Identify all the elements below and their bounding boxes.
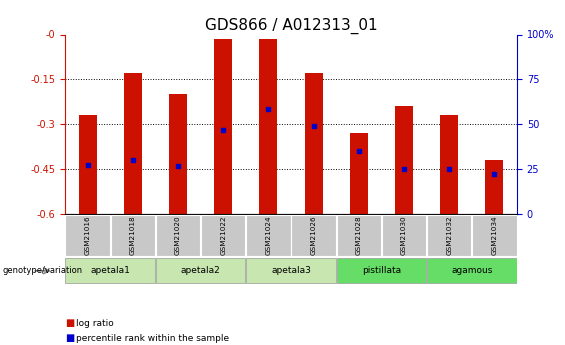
Bar	[246, 258, 336, 283]
Bar	[66, 215, 110, 256]
Text: GSM21026: GSM21026	[311, 216, 316, 255]
Text: GSM21016: GSM21016	[85, 216, 90, 255]
Bar	[214, 39, 232, 214]
Bar	[79, 115, 97, 214]
Bar	[440, 115, 458, 214]
Bar	[305, 73, 323, 214]
Bar	[427, 258, 516, 283]
Text: log ratio: log ratio	[76, 319, 114, 328]
Bar	[246, 215, 290, 256]
Text: GSM21024: GSM21024	[266, 216, 271, 255]
Bar	[156, 258, 245, 283]
Bar	[124, 73, 142, 214]
Text: GSM21034: GSM21034	[492, 216, 497, 255]
Bar	[337, 215, 381, 256]
Text: GSM21032: GSM21032	[446, 216, 452, 255]
Text: GSM21028: GSM21028	[356, 216, 362, 255]
Bar	[156, 215, 200, 256]
Text: apetala2: apetala2	[181, 266, 220, 275]
Bar	[382, 215, 426, 256]
Bar	[259, 39, 277, 214]
Bar	[66, 258, 155, 283]
Bar	[337, 258, 426, 283]
Bar	[111, 215, 155, 256]
Bar	[350, 133, 368, 214]
Text: pistillata: pistillata	[362, 266, 401, 275]
Text: GSM21022: GSM21022	[220, 216, 226, 255]
Text: genotype/variation: genotype/variation	[3, 266, 83, 275]
Text: ■: ■	[65, 333, 74, 343]
Bar	[395, 106, 413, 214]
Bar	[485, 160, 503, 214]
Bar	[292, 215, 336, 256]
Bar	[472, 215, 516, 256]
Text: apetala1: apetala1	[90, 266, 130, 275]
Text: GSM21030: GSM21030	[401, 216, 407, 255]
Text: percentile rank within the sample: percentile rank within the sample	[76, 334, 229, 343]
Title: GDS866 / A012313_01: GDS866 / A012313_01	[205, 18, 377, 34]
Text: agamous: agamous	[451, 266, 493, 275]
Bar	[427, 215, 471, 256]
Text: apetala3: apetala3	[271, 266, 311, 275]
Text: GSM21020: GSM21020	[175, 216, 181, 255]
Text: GSM21018: GSM21018	[130, 216, 136, 255]
Text: ■: ■	[65, 318, 74, 328]
Bar	[201, 215, 245, 256]
Bar	[169, 94, 187, 214]
